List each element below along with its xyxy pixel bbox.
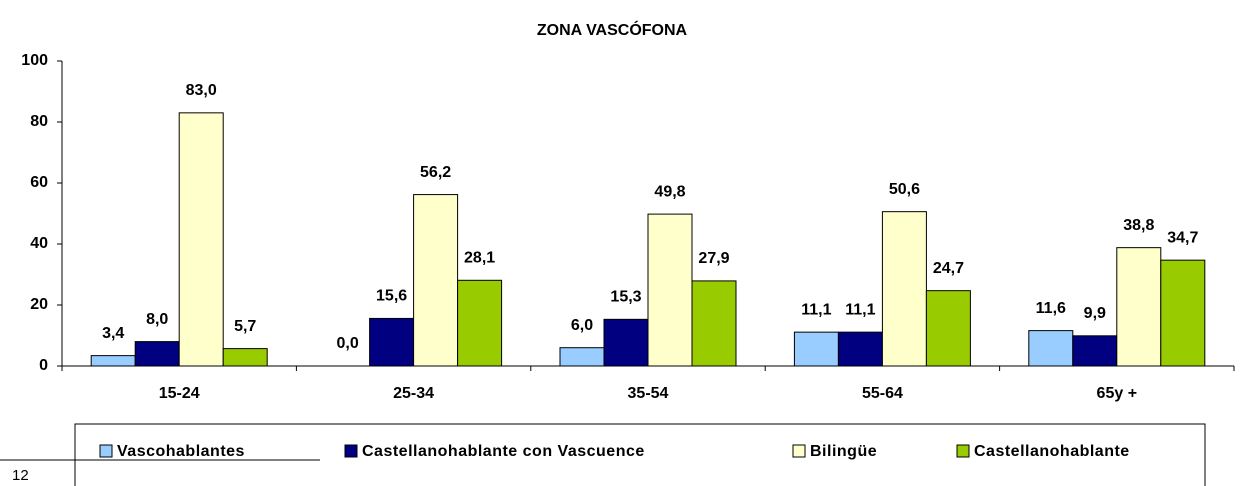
legend-label: Bilingüe (810, 443, 877, 460)
x-tick-label: 15-24 (159, 385, 200, 402)
bar (90, 355, 136, 367)
bar (691, 280, 737, 367)
bar (457, 279, 503, 367)
value-label: 38,8 (1123, 217, 1154, 234)
legend-label: Castellanohablante (974, 443, 1130, 460)
legend-box (74, 423, 1206, 486)
bar (925, 290, 971, 367)
bar (222, 348, 268, 367)
value-label: 11,1 (801, 301, 831, 318)
legend-swatch (344, 444, 358, 458)
value-label: 0,0 (336, 335, 358, 352)
value-label: 11,1 (845, 301, 875, 318)
bar (134, 341, 180, 367)
value-label: 50,6 (889, 181, 920, 198)
value-label: 56,2 (420, 164, 451, 181)
legend-swatch (792, 444, 806, 458)
legend-swatch (956, 444, 970, 458)
bar (837, 331, 883, 367)
value-label: 11,6 (1036, 300, 1066, 317)
bar (1160, 259, 1206, 367)
chart-title: ZONA VASCÓFONA (537, 20, 688, 39)
bar (1028, 330, 1074, 367)
value-label: 34,7 (1167, 229, 1198, 246)
y-tick-label: 20 (30, 296, 48, 313)
bar (793, 331, 839, 367)
value-label: 49,8 (654, 183, 685, 200)
bar (647, 213, 693, 367)
x-tick-label: 55-64 (862, 385, 903, 402)
bar (369, 317, 415, 367)
bar (413, 194, 459, 367)
bar (881, 211, 927, 367)
bar (1116, 247, 1162, 367)
value-label: 9,9 (1084, 305, 1106, 322)
value-label: 15,3 (610, 289, 641, 306)
y-tick-label: 80 (30, 113, 48, 130)
y-tick-label: 40 (30, 235, 48, 252)
y-tick-label: 100 (21, 52, 48, 69)
legend-label: Vascohablantes (117, 443, 245, 460)
value-label: 83,0 (186, 82, 217, 99)
bar (1072, 335, 1118, 367)
value-label: 15,6 (376, 288, 407, 305)
bar (178, 112, 224, 367)
value-label: 6,0 (571, 317, 593, 334)
x-tick-label: 35-54 (628, 385, 669, 402)
value-label: 28,1 (464, 250, 495, 267)
value-label: 8,0 (146, 311, 168, 328)
x-tick-label: 65y + (1097, 385, 1137, 402)
y-tick-label: 0 (39, 357, 48, 374)
value-label: 5,7 (234, 318, 256, 335)
x-tick-label: 25-34 (393, 385, 434, 402)
page-number: 12 (12, 467, 29, 484)
bar (559, 347, 605, 367)
value-label: 3,4 (102, 325, 124, 342)
value-label: 27,9 (698, 250, 729, 267)
bar (603, 318, 649, 367)
value-label: 24,7 (933, 260, 964, 277)
legend-swatch (99, 444, 113, 458)
legend-label: Castellanohablante con Vascuence (362, 443, 645, 460)
y-tick-label: 60 (30, 174, 48, 191)
